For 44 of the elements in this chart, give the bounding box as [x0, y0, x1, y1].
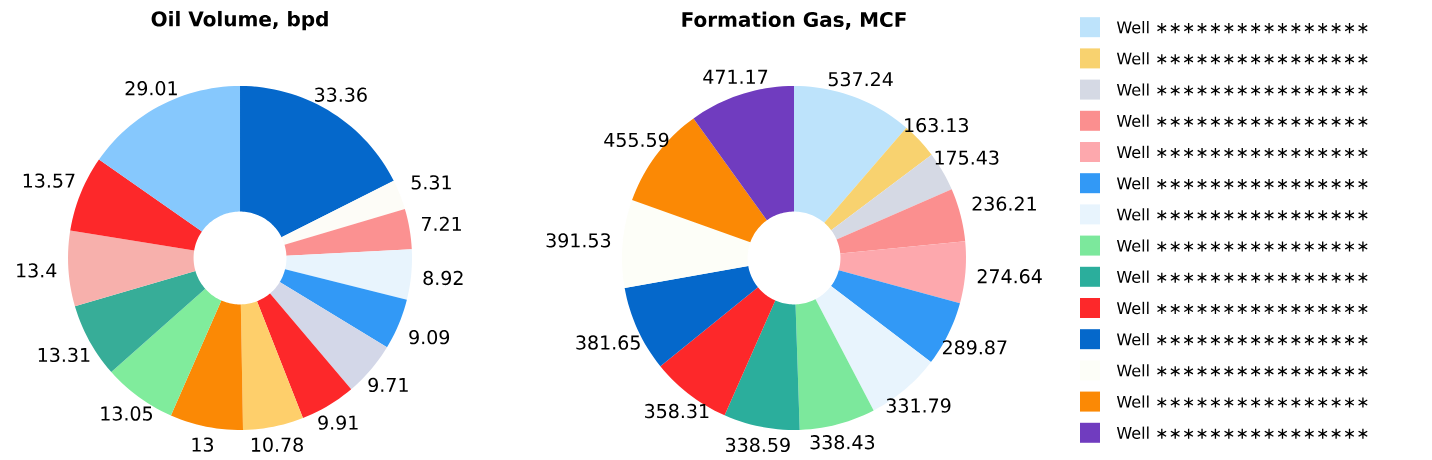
data-label: 8.92 — [423, 270, 463, 286]
data-label: 391.53 — [546, 233, 611, 248]
legend-label: Well ∗∗∗∗∗∗∗∗∗∗∗∗∗∗∗∗ — [1116, 114, 1368, 127]
legend-label: Well ∗∗∗∗∗∗∗∗∗∗∗∗∗∗∗∗ — [1116, 395, 1368, 408]
data-label: 358.31 — [645, 403, 709, 419]
data-label: 236.21 — [972, 196, 1036, 211]
legend-label: Well ∗∗∗∗∗∗∗∗∗∗∗∗∗∗∗∗ — [1116, 177, 1368, 190]
data-label: 163.13 — [905, 117, 968, 133]
legend-label: Well ∗∗∗∗∗∗∗∗∗∗∗∗∗∗∗∗ — [1116, 301, 1368, 315]
data-label: 289.87 — [942, 340, 1007, 355]
legend-label: Well ∗∗∗∗∗∗∗∗∗∗∗∗∗∗∗∗ — [1116, 52, 1368, 65]
legend-label: Well ∗∗∗∗∗∗∗∗∗∗∗∗∗∗∗∗ — [1116, 21, 1368, 34]
legend-label: Well ∗∗∗∗∗∗∗∗∗∗∗∗∗∗∗∗ — [1116, 333, 1368, 346]
data-label: 29.01 — [125, 81, 177, 96]
data-label: 9.71 — [368, 377, 408, 393]
data-label: 33.36 — [315, 87, 367, 102]
data-label: 338.43 — [810, 435, 875, 450]
legend-label: Well ∗∗∗∗∗∗∗∗∗∗∗∗∗∗∗∗ — [1116, 145, 1368, 159]
data-label: 13.31 — [38, 347, 90, 363]
data-label: 455.59 — [604, 132, 669, 148]
legend-label: Well ∗∗∗∗∗∗∗∗∗∗∗∗∗∗∗∗ — [1116, 426, 1368, 439]
data-label: 175.43 — [935, 150, 999, 165]
data-label: 537.24 — [828, 71, 893, 87]
chart-title: Formation Gas, MCF — [682, 11, 906, 30]
data-label: 10.78 — [251, 437, 303, 452]
data-label: 274.64 — [977, 269, 1042, 284]
data-label: 338.59 — [726, 437, 790, 453]
data-label: 381.65 — [576, 335, 640, 350]
data-label: 13.57 — [23, 173, 75, 188]
legend-label: Well ∗∗∗∗∗∗∗∗∗∗∗∗∗∗∗∗ — [1116, 208, 1368, 221]
legend-label: Well ∗∗∗∗∗∗∗∗∗∗∗∗∗∗∗∗ — [1116, 83, 1368, 96]
data-label: 9.91 — [318, 415, 358, 430]
data-label: 331.79 — [886, 398, 951, 413]
data-label: 471.17 — [703, 69, 768, 84]
data-label: 13.05 — [101, 406, 152, 421]
data-label: 9.09 — [409, 329, 450, 345]
legend-label: Well ∗∗∗∗∗∗∗∗∗∗∗∗∗∗∗∗ — [1116, 270, 1368, 283]
data-label: 7.21 — [421, 216, 461, 231]
legend-label: Well ∗∗∗∗∗∗∗∗∗∗∗∗∗∗∗∗ — [1116, 239, 1368, 252]
chart-title: Oil Volume, bpd — [151, 10, 328, 31]
legend-label: Well ∗∗∗∗∗∗∗∗∗∗∗∗∗∗∗∗ — [1116, 364, 1368, 377]
data-label: 13.4 — [17, 263, 57, 278]
data-label: 13 — [192, 437, 214, 452]
data-label: 5.31 — [411, 175, 451, 190]
